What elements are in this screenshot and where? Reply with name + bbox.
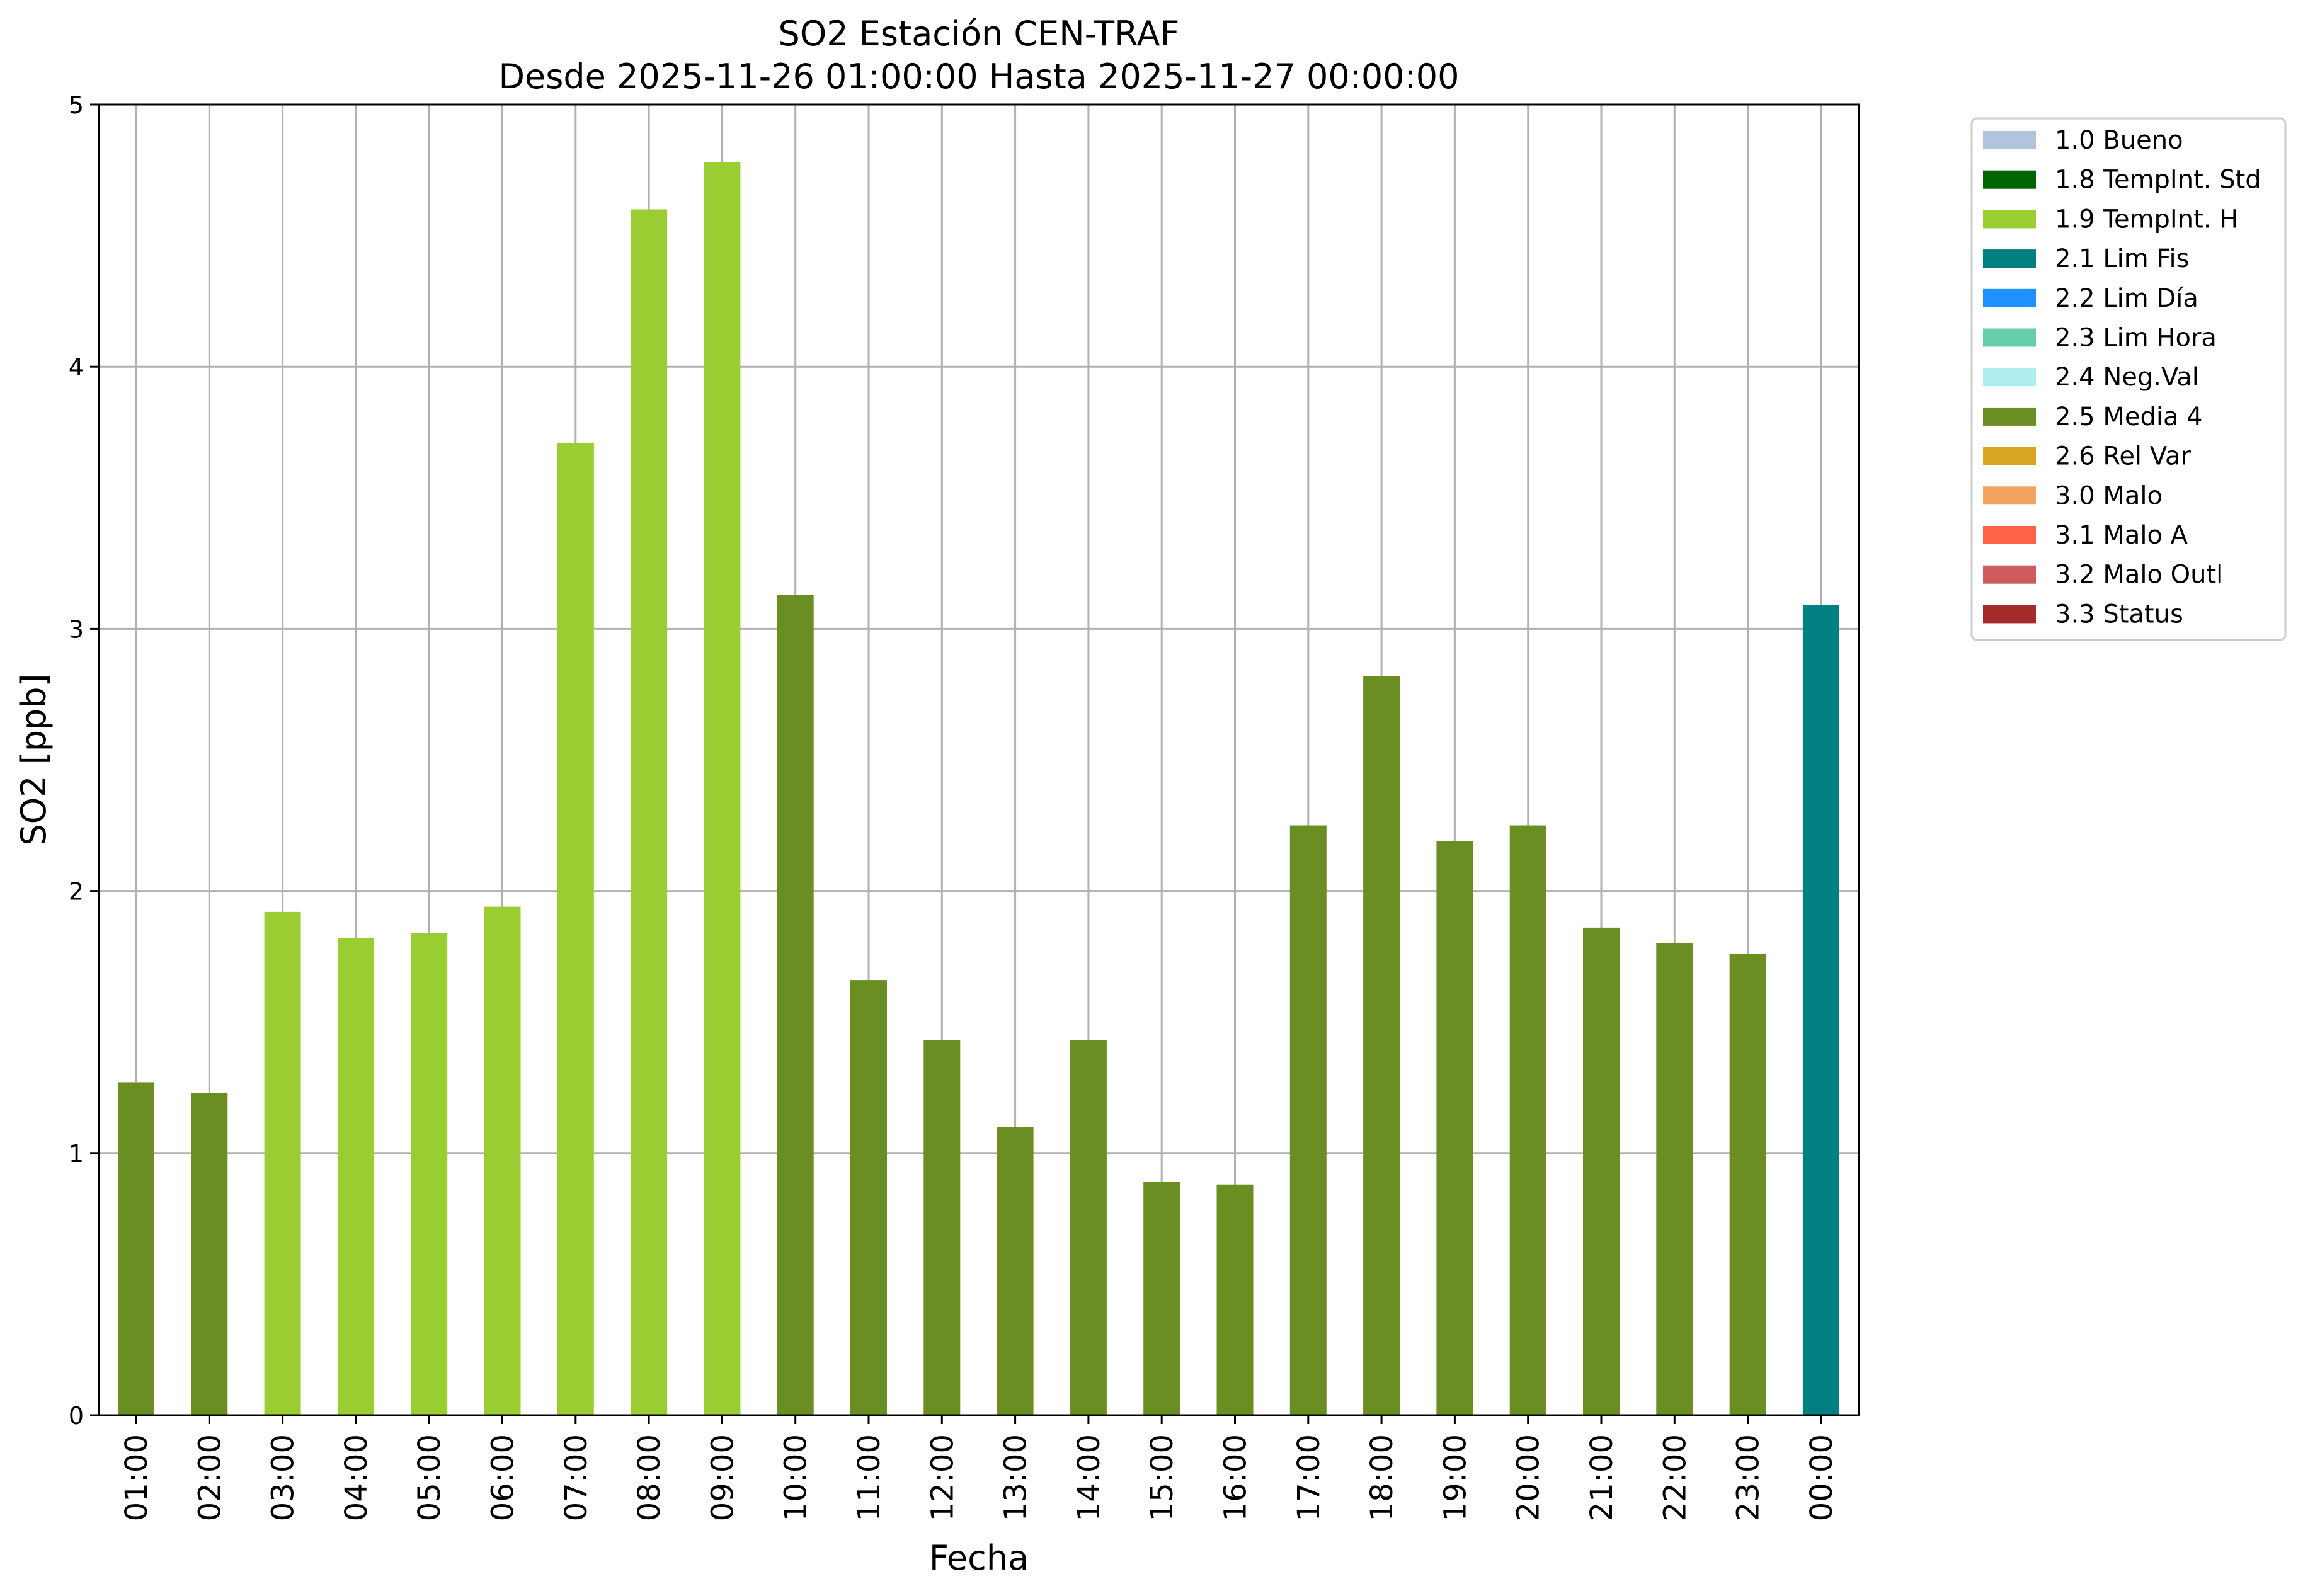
y-axis-ticks: 0 1 2 3 4 5 bbox=[69, 91, 99, 1430]
legend: 1.0 Bueno 1.8 TempInt. Std 1.9 TempInt. H 2… bbox=[1970, 117, 2287, 641]
x-axis-label: Fecha bbox=[929, 1538, 1029, 1578]
bar-2300 bbox=[1729, 954, 1766, 1415]
legend-frame bbox=[1970, 117, 2287, 641]
legend-swatch bbox=[1983, 131, 2036, 149]
legend-swatch bbox=[1983, 328, 2036, 347]
y-tick-label: 3 bbox=[69, 615, 84, 643]
bar-1000 bbox=[777, 595, 814, 1416]
x-tick-label: 21:00 bbox=[1584, 1434, 1620, 1521]
legend-swatch bbox=[1983, 486, 2036, 505]
legend-label: 1.9 TempInt. H bbox=[2055, 205, 2238, 234]
bar-1500 bbox=[1143, 1182, 1180, 1415]
x-tick-label: 12:00 bbox=[925, 1434, 960, 1521]
legend-swatch bbox=[1983, 368, 2036, 387]
x-tick-label: 15:00 bbox=[1145, 1434, 1180, 1521]
x-tick-label: 07:00 bbox=[559, 1434, 594, 1521]
bar-0800 bbox=[631, 209, 668, 1416]
bar-1800 bbox=[1363, 676, 1400, 1415]
bar-0900 bbox=[704, 162, 741, 1416]
bar-0500 bbox=[411, 933, 448, 1415]
bar-0400 bbox=[337, 938, 374, 1415]
legend-swatch bbox=[1983, 170, 2036, 189]
y-tick-label: 1 bbox=[69, 1140, 84, 1168]
legend-label: 2.1 Lim Fis bbox=[2055, 244, 2189, 273]
bar-0100 bbox=[118, 1082, 154, 1415]
x-tick-label: 10:00 bbox=[779, 1434, 814, 1521]
bar-0000 bbox=[1802, 605, 1839, 1415]
legend-swatch bbox=[1983, 288, 2036, 307]
bar-1900 bbox=[1436, 841, 1473, 1415]
x-tick-label: 11:00 bbox=[852, 1434, 887, 1521]
legend-swatch bbox=[1983, 605, 2036, 624]
x-tick-label: 05:00 bbox=[412, 1434, 447, 1521]
legend-swatch bbox=[1983, 249, 2036, 268]
x-tick-label: 18:00 bbox=[1364, 1434, 1400, 1521]
x-tick-label: 17:00 bbox=[1291, 1434, 1327, 1521]
x-axis-ticks: 01:00 02:00 03:00 04:00 05:00 06:00 07:00 08:00… bbox=[119, 1415, 1839, 1521]
legend-label: 2.6 Rel Var bbox=[2055, 442, 2192, 471]
legend-label: 1.8 TempInt. Std bbox=[2055, 166, 2261, 195]
legend-label: 1.0 Bueno bbox=[2055, 126, 2183, 155]
x-tick-label: 09:00 bbox=[705, 1434, 740, 1521]
legend-swatch bbox=[1983, 210, 2036, 229]
bar-1600 bbox=[1216, 1184, 1254, 1415]
x-tick-label: 04:00 bbox=[339, 1434, 374, 1521]
x-tick-label: 00:00 bbox=[1804, 1434, 1839, 1521]
x-tick-label: 23:00 bbox=[1731, 1434, 1766, 1521]
bar-1100 bbox=[850, 980, 887, 1415]
legend-label: 2.3 Lim Hora bbox=[2055, 324, 2217, 353]
chart-subtitle: Desde 2025-11-26 01:00:00 Hasta 2025-11-… bbox=[498, 57, 1459, 96]
bar-0300 bbox=[264, 911, 301, 1415]
legend-label: 3.1 Malo A bbox=[2055, 521, 2188, 550]
bar-1300 bbox=[997, 1127, 1034, 1415]
bar-0200 bbox=[191, 1093, 228, 1415]
legend-swatch bbox=[1983, 447, 2036, 465]
legend-label: 2.2 Lim Día bbox=[2055, 284, 2198, 313]
chart-title: SO2 Estación CEN-TRAF bbox=[778, 14, 1179, 54]
x-tick-label: 08:00 bbox=[632, 1434, 667, 1521]
y-tick-label: 0 bbox=[69, 1402, 84, 1430]
x-tick-label: 06:00 bbox=[486, 1434, 521, 1521]
x-tick-label: 22:00 bbox=[1657, 1434, 1693, 1521]
legend-label: 3.3 Status bbox=[2055, 600, 2183, 629]
y-tick-label: 5 bbox=[69, 91, 84, 119]
y-axis-label: SO2 [ppb] bbox=[14, 673, 54, 845]
legend-label: 3.0 Malo bbox=[2055, 481, 2163, 510]
bar-2200 bbox=[1656, 943, 1693, 1415]
x-tick-label: 01:00 bbox=[119, 1434, 154, 1521]
bar-2000 bbox=[1509, 825, 1546, 1415]
bar-2100 bbox=[1583, 927, 1620, 1415]
legend-label: 2.5 Media 4 bbox=[2055, 402, 2203, 431]
bar-1200 bbox=[923, 1040, 961, 1415]
bar-1700 bbox=[1289, 825, 1327, 1415]
legend-swatch bbox=[1983, 565, 2036, 584]
bars bbox=[118, 162, 1839, 1416]
bar-1400 bbox=[1070, 1040, 1107, 1415]
x-tick-label: 13:00 bbox=[998, 1434, 1034, 1521]
legend-swatch bbox=[1983, 526, 2036, 544]
x-tick-label: 19:00 bbox=[1437, 1434, 1473, 1521]
legend-label: 2.4 Neg.Val bbox=[2055, 363, 2199, 392]
x-tick-label: 16:00 bbox=[1218, 1434, 1254, 1521]
plot-frame bbox=[98, 103, 1860, 1416]
legend-label: 3.2 Malo Outl bbox=[2055, 561, 2223, 590]
y-tick-label: 4 bbox=[69, 353, 84, 381]
bar-0600 bbox=[484, 906, 521, 1415]
x-tick-label: 02:00 bbox=[192, 1434, 227, 1521]
x-tick-label: 20:00 bbox=[1511, 1434, 1546, 1521]
y-tick-label: 2 bbox=[69, 878, 84, 906]
bar-0700 bbox=[557, 442, 594, 1416]
legend-swatch bbox=[1983, 407, 2036, 426]
x-tick-label: 14:00 bbox=[1071, 1434, 1107, 1521]
x-tick-label: 03:00 bbox=[266, 1434, 301, 1521]
